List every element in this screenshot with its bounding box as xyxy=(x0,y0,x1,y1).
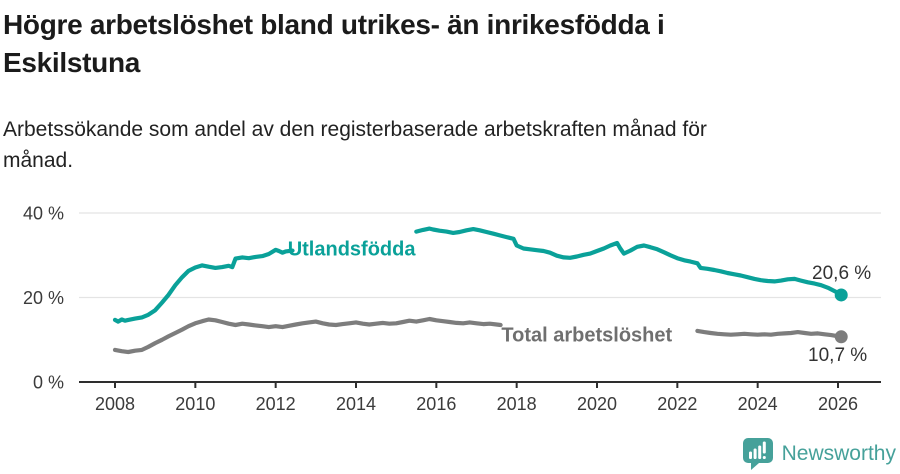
series-line-total-arbetsloshet xyxy=(112,316,503,355)
y-tick-label: 0 % xyxy=(33,373,64,393)
y-tick-label: 20 % xyxy=(23,288,64,308)
title-line-1: Högre arbetslöshet bland utrikes- än inr… xyxy=(3,9,665,40)
series-end-dot-utlandsfodda xyxy=(834,288,848,302)
x-tick-label: 2024 xyxy=(738,394,778,414)
x-tick-label: 2026 xyxy=(818,394,858,414)
newsworthy-logo-icon xyxy=(742,438,773,470)
series-line-utlandsfodda xyxy=(112,247,295,324)
series-line-utlandsfodda xyxy=(414,226,844,298)
x-tick-label: 2016 xyxy=(416,394,456,414)
brand-name: Newsworthy xyxy=(781,442,896,465)
x-tick-label: 2022 xyxy=(657,394,697,414)
series-line-total-arbetsloshet xyxy=(695,328,844,339)
series-label-utlandsfodda: Utlandsfödda xyxy=(288,238,417,260)
y-tick-label: 40 % xyxy=(23,204,64,224)
x-tick-label: 2018 xyxy=(497,394,537,414)
series-end-dot-total-arbetsloshet xyxy=(834,330,848,344)
series-label-total-arbetsloshet: Total arbetslöshet xyxy=(501,324,672,346)
x-tick-label: 2020 xyxy=(577,394,617,414)
x-tick-label: 2008 xyxy=(95,394,135,414)
x-tick-label: 2014 xyxy=(336,394,376,414)
subtitle-line-1: Arbetssökande som andel av den registerb… xyxy=(3,118,707,141)
series-end-value-total-arbetsloshet: 10,7 % xyxy=(808,345,867,366)
series-end-value-utlandsfodda: 20,6 % xyxy=(812,263,871,284)
x-tick-label: 2010 xyxy=(175,394,215,414)
page-subtitle: Arbetssökande som andel av den registerb… xyxy=(3,114,863,176)
line-chart: 0 % 20 % 40 % 2008 2010 2012 2014 2016 2018 2020 2… xyxy=(23,204,881,414)
x-tick-label: 2012 xyxy=(256,394,296,414)
subtitle-line-2: månad. xyxy=(3,149,74,172)
title-line-2: Eskilstuna xyxy=(3,47,141,78)
page-title: Högre arbetslöshet bland utrikes- än inr… xyxy=(3,6,873,82)
brand-footer: Newsworthy xyxy=(742,437,896,471)
